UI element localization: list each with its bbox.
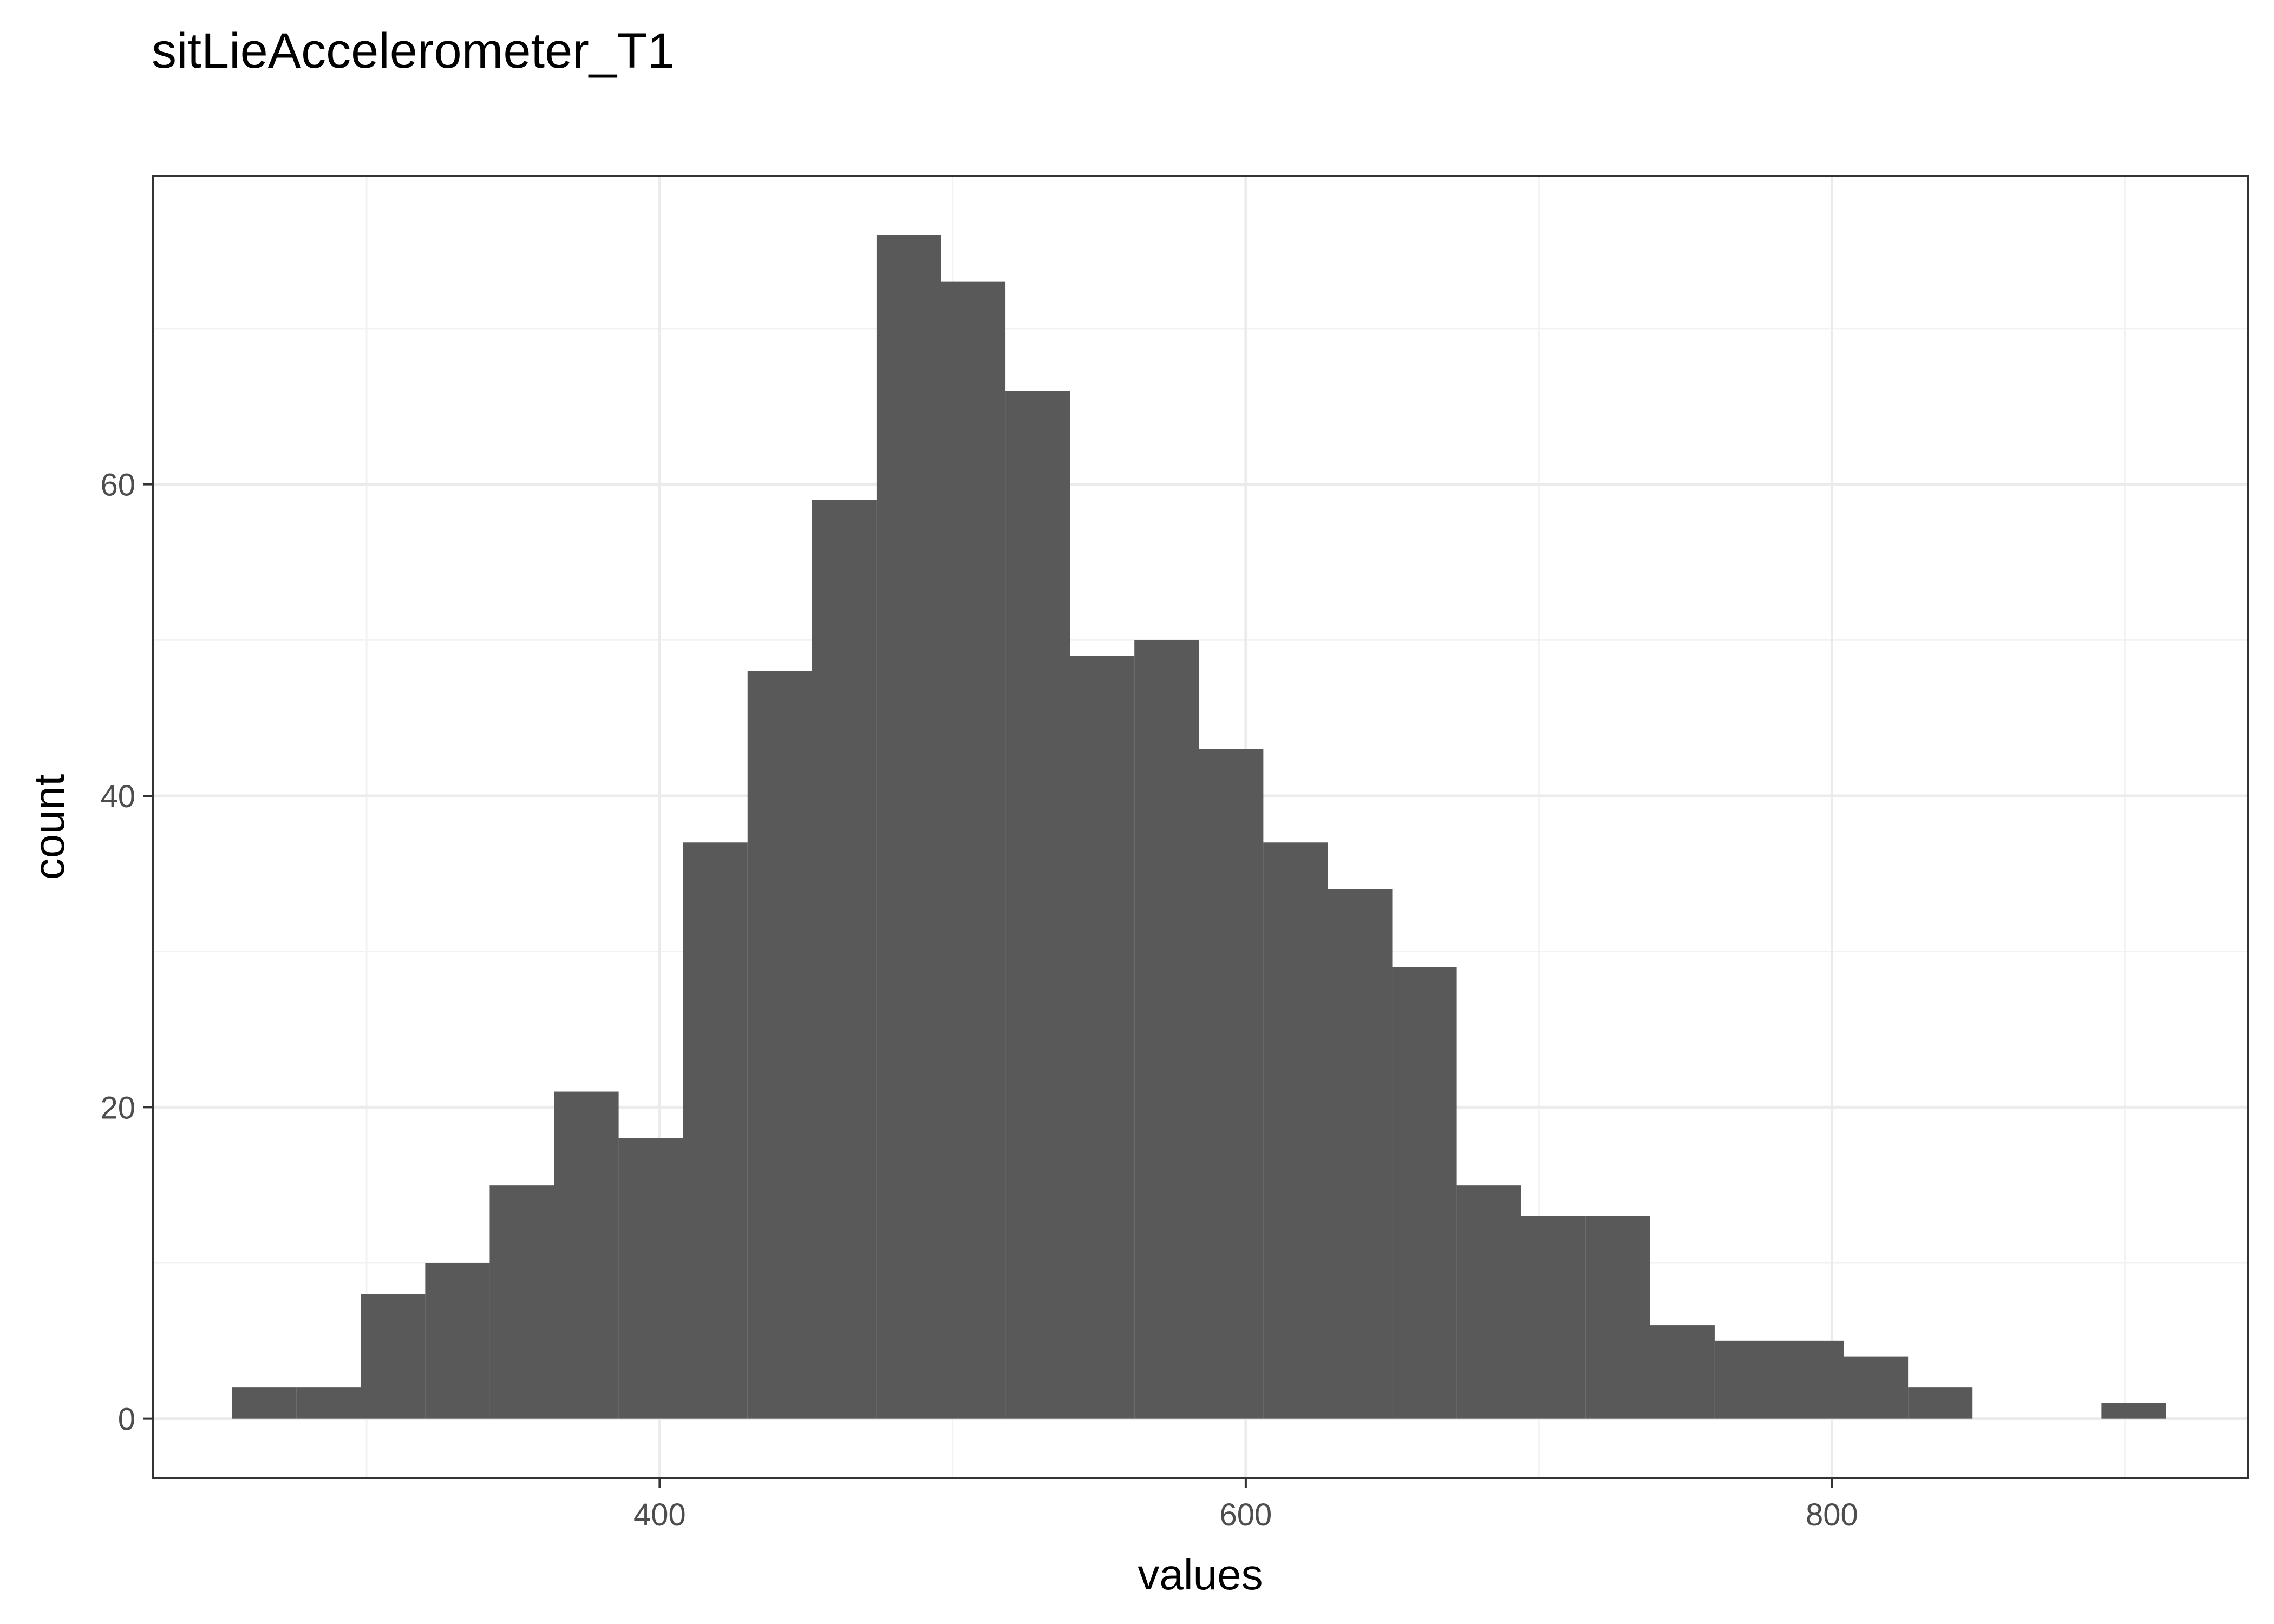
y-tick-label: 40 bbox=[100, 779, 135, 814]
histogram-bar bbox=[1134, 640, 1199, 1419]
histogram-bar bbox=[1779, 1340, 1844, 1419]
x-axis-title: values bbox=[1138, 1550, 1263, 1599]
y-tick-label: 0 bbox=[118, 1402, 135, 1437]
y-axis-title: count bbox=[25, 774, 73, 880]
histogram-bar bbox=[1328, 889, 1393, 1419]
histogram-bar bbox=[1392, 967, 1457, 1419]
histogram-bar bbox=[1199, 749, 1264, 1419]
histogram-bar bbox=[1714, 1340, 1779, 1419]
x-tick-label: 800 bbox=[1806, 1497, 1858, 1533]
histogram-bar bbox=[296, 1387, 361, 1419]
histogram-bar bbox=[361, 1294, 426, 1419]
histogram-bar bbox=[1005, 390, 1070, 1419]
histogram-bar bbox=[812, 500, 877, 1419]
histogram-bar bbox=[554, 1091, 619, 1419]
chart-title: sitLieAccelerometer_T1 bbox=[152, 23, 675, 78]
histogram-bar bbox=[425, 1263, 490, 1419]
histogram-bar bbox=[489, 1185, 554, 1419]
histogram-bar bbox=[1585, 1216, 1650, 1419]
y-axis-ticks: 0 20 40 60 bbox=[100, 468, 153, 1437]
histogram-bar bbox=[1908, 1387, 1973, 1419]
histogram-bar bbox=[940, 281, 1006, 1419]
histogram-bar bbox=[747, 671, 812, 1419]
histogram-bars bbox=[232, 235, 2166, 1419]
x-axis-ticks: 400 600 800 bbox=[633, 1478, 1858, 1533]
histogram-bar bbox=[876, 235, 941, 1419]
y-tick-label: 20 bbox=[100, 1090, 135, 1125]
x-tick-label: 400 bbox=[633, 1497, 686, 1533]
histogram-bar bbox=[1263, 842, 1328, 1419]
histogram-bar bbox=[1844, 1356, 1909, 1419]
histogram-bar bbox=[1650, 1325, 1715, 1419]
histogram-bar bbox=[618, 1138, 683, 1419]
histogram-bar bbox=[1456, 1185, 1521, 1419]
histogram-bar bbox=[232, 1387, 297, 1419]
histogram-bar bbox=[2101, 1403, 2166, 1419]
panel-border bbox=[152, 175, 2249, 1479]
y-tick-label: 60 bbox=[100, 468, 135, 503]
histogram-bar bbox=[1521, 1216, 1586, 1419]
histogram-bar bbox=[683, 842, 748, 1419]
x-tick-label: 600 bbox=[1220, 1497, 1272, 1533]
histogram-bar bbox=[1070, 656, 1135, 1419]
